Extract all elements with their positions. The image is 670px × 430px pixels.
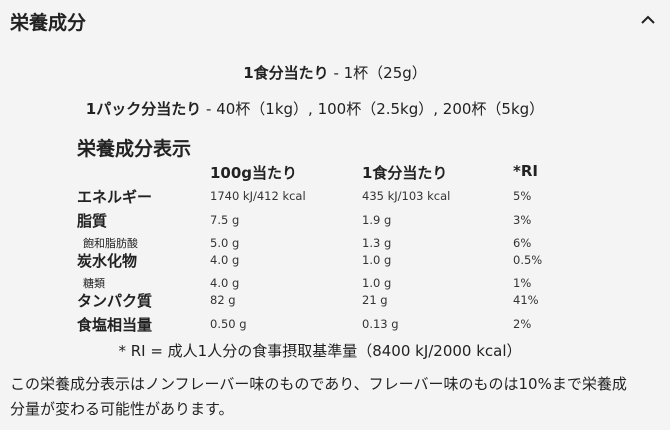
serving-label: 1パック分当たり (85, 100, 202, 118)
section-title: 栄養成分 (10, 12, 87, 34)
cell: 3% (513, 213, 532, 227)
serving-line: 1パック分当たり - 40杯（1kg）, 100杯（2.5kg）, 200杯（5… (0, 98, 650, 119)
row-label: タンパク質 (77, 292, 153, 310)
row-label: エネルギー (77, 188, 153, 206)
serving-line: 1食分当たり - 1杯（25g） (0, 62, 670, 83)
cell: 435 kJ/103 kcal (362, 189, 451, 203)
column-header: *RI (513, 162, 538, 180)
serving-text: - 40杯（1kg）, 100杯（2.5kg）, 200杯（5kg） (201, 100, 545, 118)
cell: 6% (513, 236, 532, 250)
footnote: * RI = 成人1人分の食事摂取基準量（8400 kJ/2000 kcal） (118, 342, 522, 360)
row-label: 飽和脂肪酸 (83, 237, 138, 250)
cell: 4.0 g (210, 253, 240, 267)
row-label: 炭水化物 (77, 252, 138, 270)
cell: 0.50 g (210, 317, 247, 331)
cell: 1.9 g (362, 213, 392, 227)
serving-text: - 1杯（25g） (328, 64, 427, 82)
collapse-toggle[interactable] (640, 14, 656, 26)
table-title: 栄養成分表示 (77, 138, 192, 160)
cell: 1.0 g (362, 276, 392, 290)
cell: 41% (513, 293, 539, 307)
cell: 5.0 g (210, 236, 240, 250)
column-header: 1食分当たり (362, 164, 448, 182)
cell: 0.5% (513, 253, 543, 267)
cell: 82 g (210, 293, 236, 307)
cell: 2% (513, 317, 532, 331)
row-label: 糖類 (83, 277, 105, 290)
cell: 21 g (362, 293, 388, 307)
cell: 5% (513, 189, 532, 203)
row-label: 食塩相当量 (77, 316, 153, 334)
cell: 1.3 g (362, 236, 392, 250)
cell: 1.0 g (362, 253, 392, 267)
cell: 7.5 g (210, 213, 240, 227)
cell: 1740 kJ/412 kcal (210, 189, 306, 203)
cell: 4.0 g (210, 276, 240, 290)
serving-label: 1食分当たり (243, 64, 329, 82)
column-header: 100g当たり (210, 164, 298, 182)
note: この栄養成分表示はノンフレーバー味のものであり、フレーバー味のものは10%まで栄… (10, 375, 627, 418)
cell: 0.13 g (362, 317, 399, 331)
row-label: 脂質 (77, 212, 108, 230)
cell: 1% (513, 276, 532, 290)
